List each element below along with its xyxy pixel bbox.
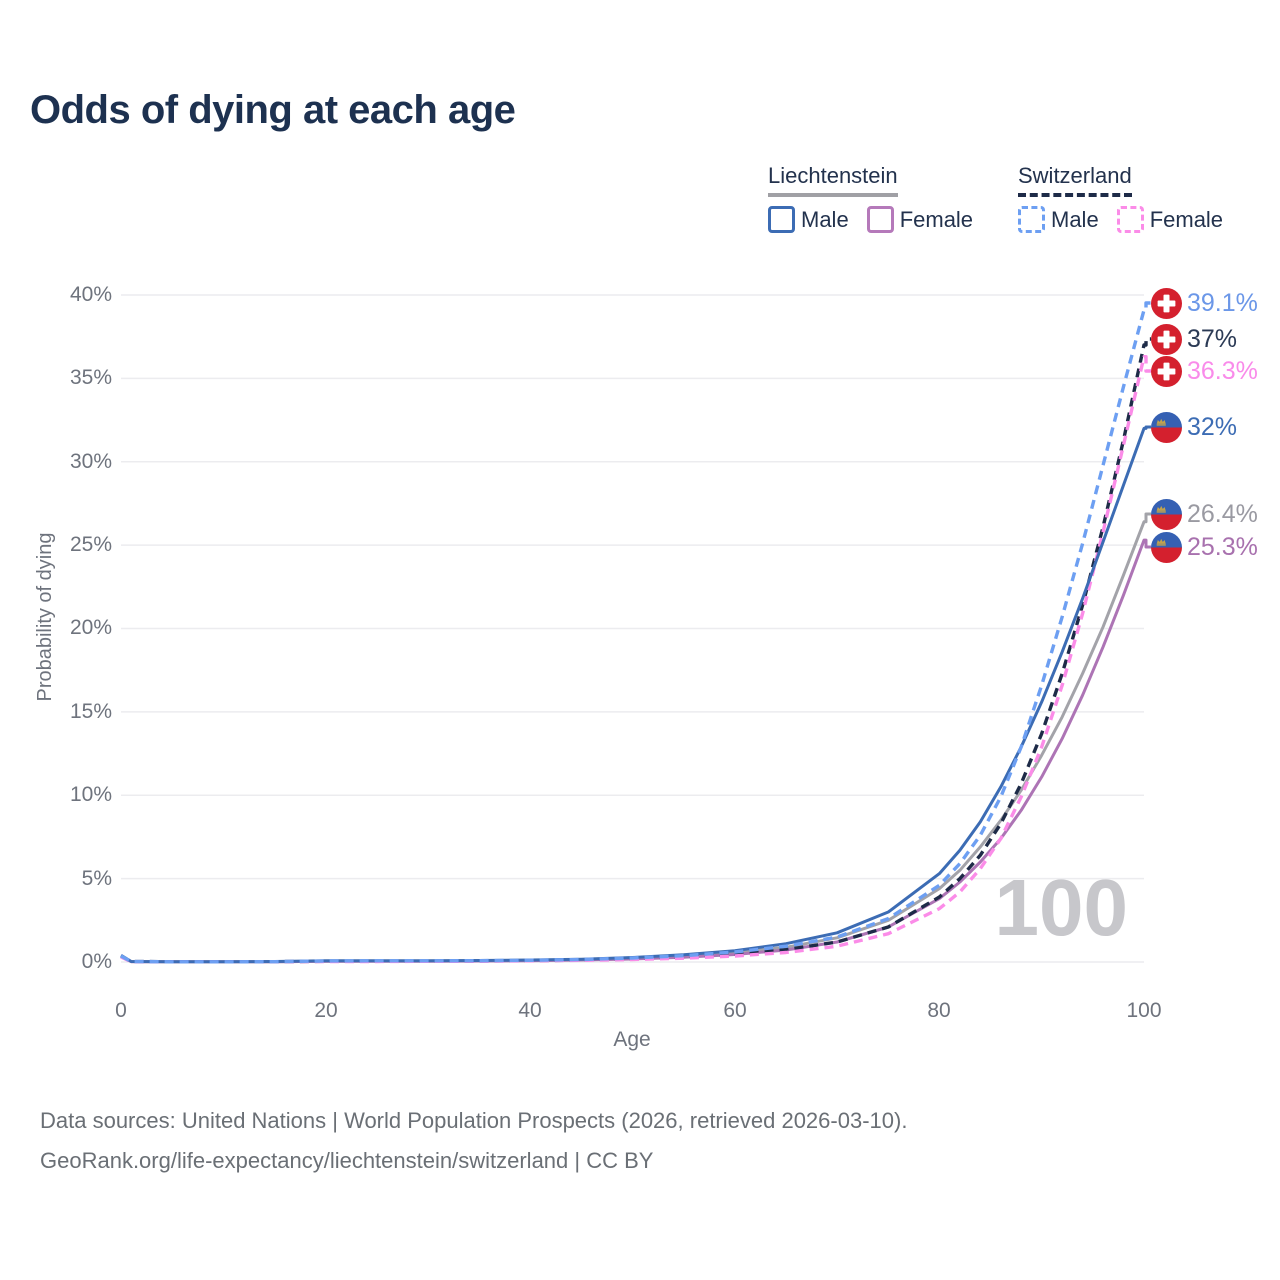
- age-counter-watermark: 100: [994, 863, 1128, 952]
- y-tick-15: 15%: [69, 700, 112, 723]
- x-tick-20: 20: [314, 999, 338, 1022]
- legend-items-liechtenstein: Male Female: [768, 206, 991, 233]
- series-line-liechtenstein-male: [120, 425, 1151, 964]
- end-value-liechtenstein-male: 32%: [1187, 413, 1238, 441]
- y-tick-10: 10%: [69, 783, 112, 806]
- legend-group-liechtenstein: Liechtenstein Male Female: [768, 163, 991, 233]
- end-value-switzerland-both-sexes: 37%: [1187, 325, 1238, 353]
- y-tick-5: 5%: [81, 867, 112, 890]
- legend-label-liechtenstein-male: Male: [801, 206, 849, 232]
- end-value-liechtenstein-both-sexes: 26.4%: [1187, 500, 1258, 528]
- legend-item-liechtenstein-female[interactable]: Female: [866, 206, 974, 233]
- y-axis-title: Probability of dying: [34, 532, 56, 702]
- x-axis-title: Age: [613, 1028, 651, 1051]
- legend-items-switzerland: Male Female: [1018, 206, 1241, 233]
- end-value-switzerland-male: 39.1%: [1187, 289, 1258, 317]
- end-label-switzerland-both-sexes: 37%: [1151, 324, 1237, 355]
- switzerland-flag-icon: [1151, 288, 1182, 319]
- series-line-switzerland-male: [120, 301, 1151, 964]
- x-tick-40: 40: [518, 999, 542, 1022]
- footer-attribution: GeoRank.org/life-expectancy/liechtenstei…: [40, 1148, 654, 1173]
- legend-label-switzerland-female: Female: [1149, 206, 1224, 232]
- y-tick-40: 40%: [69, 283, 112, 306]
- legend-item-switzerland-female[interactable]: Female: [1116, 206, 1224, 233]
- end-label-switzerland-female: 36.3%: [1151, 356, 1258, 387]
- end-label-liechtenstein-male: 32%: [1151, 412, 1237, 443]
- legend-country-switzerland: Switzerland: [1018, 163, 1132, 197]
- end-value-switzerland-female: 36.3%: [1187, 357, 1258, 385]
- end-label-liechtenstein-female: 25.3%: [1151, 532, 1258, 563]
- page-title: Odds of dying at each age: [30, 88, 516, 132]
- liechtenstein-flag-icon: [1151, 532, 1182, 563]
- switzerland-flag-icon: [1151, 356, 1182, 387]
- y-tick-30: 30%: [69, 450, 112, 473]
- liechtenstein-flag-icon: [1151, 499, 1182, 530]
- liechtenstein-female-swatch-icon: [866, 206, 894, 233]
- end-label-switzerland-male: 39.1%: [1151, 288, 1258, 319]
- y-tick-35: 35%: [69, 366, 112, 389]
- x-tick-100: 100: [1126, 999, 1162, 1022]
- liechtenstein-flag-icon: [1151, 412, 1182, 443]
- legend-item-liechtenstein-male[interactable]: Male: [768, 206, 849, 233]
- legend-label-switzerland-male: Male: [1051, 206, 1099, 232]
- legend-group-switzerland: Switzerland Male Female: [1018, 163, 1241, 233]
- x-tick-60: 60: [723, 999, 747, 1022]
- liechtenstein-male-swatch-icon: [768, 206, 795, 233]
- switzerland-flag-icon: [1151, 324, 1182, 355]
- legend-label-liechtenstein-female: Female: [899, 206, 974, 232]
- y-tick-0: 0%: [81, 950, 112, 973]
- y-tick-25: 25%: [69, 533, 112, 556]
- legend-country-liechtenstein: Liechtenstein: [768, 163, 898, 197]
- y-tick-20: 20%: [69, 616, 112, 639]
- x-tick-80: 80: [927, 999, 951, 1022]
- series-line-switzerland-female: [120, 355, 1151, 964]
- x-tick-0: 0: [115, 999, 127, 1022]
- switzerland-male-swatch-icon: [1018, 206, 1045, 233]
- legend-item-switzerland-male[interactable]: Male: [1018, 206, 1099, 233]
- footer-data-sources: Data sources: United Nations | World Pop…: [40, 1108, 908, 1133]
- switzerland-female-swatch-icon: [1116, 206, 1144, 233]
- end-label-liechtenstein-both-sexes: 26.4%: [1151, 499, 1258, 530]
- end-value-liechtenstein-female: 25.3%: [1187, 533, 1258, 561]
